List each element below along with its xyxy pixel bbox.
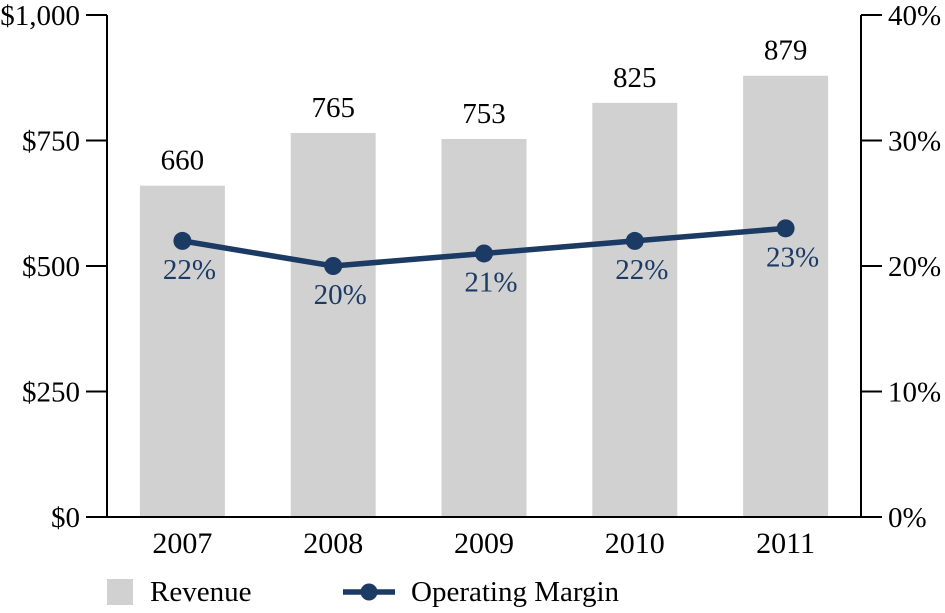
operating-margin-point-2009 [475,244,493,263]
revenue-bar-2011 [743,75,829,517]
year-label-2009: 2009 [454,527,514,560]
left-axis-tick-label: $500 [22,251,80,283]
left-axis-tick-label: $1,000 [0,0,80,32]
year-label-2011: 2011 [756,527,815,560]
line-marker-icon [343,583,395,601]
bar-value-label: 879 [764,35,808,67]
right-axis-tick-label: 30% [888,126,941,158]
legend-item-operating-margin: Operating Margin [342,572,619,612]
margin-pct-label: 21% [464,266,517,298]
bar-value-label: 825 [613,62,657,94]
legend-revenue-label: Revenue [150,575,252,608]
operating-margin-point-2007 [173,231,192,250]
legend-margin-label: Operating Margin [411,575,620,608]
revenue-swatch-icon [107,579,133,605]
left-axis-tick-label: $0 [51,502,80,534]
operating-margin-point-2011 [776,219,795,238]
left-axis-tick-label: $750 [22,126,80,158]
left-axis-tick-label: $250 [22,377,80,409]
margin-pct-label: 22% [163,254,216,286]
revenue-bar-2009 [441,138,527,517]
bar-value-label: 765 [311,92,355,124]
right-axis-tick-label: 20% [888,251,941,283]
right-axis-tick-label: 0% [888,502,927,534]
margin-pct-label: 23% [766,241,819,273]
operating-margin-point-2010 [625,231,644,250]
revenue-bar-2010 [592,102,678,517]
operating-margin-point-2008 [324,257,343,275]
year-label-2007: 2007 [152,527,212,560]
bar-value-label: 660 [161,145,205,177]
chart-legend: Revenue Operating Margin [0,572,945,612]
legend-item-revenue: Revenue [107,572,251,612]
margin-pct-label: 22% [615,254,668,286]
bar-value-label: 753 [462,98,506,130]
margin-pct-label: 20% [314,279,367,311]
revenue-bar-2008 [290,132,376,517]
right-axis-tick-label: 10% [888,377,941,409]
right-axis-tick-label: 40% [888,0,941,32]
year-label-2008: 2008 [303,527,363,560]
year-label-2010: 2010 [605,527,665,560]
